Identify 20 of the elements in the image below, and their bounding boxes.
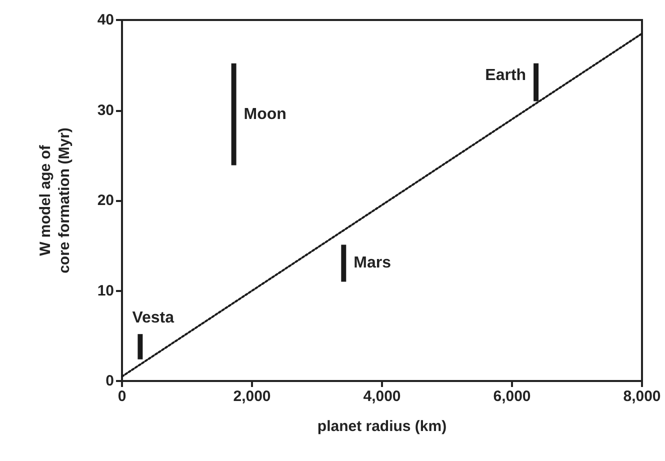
bar	[231, 63, 236, 166]
bar	[341, 244, 346, 282]
x-axis-title: planet radius (km)	[317, 418, 447, 435]
y-tick-label: 20	[97, 192, 114, 209]
y-tick-label: 30	[97, 102, 114, 119]
x-tick-label: 4,000	[363, 388, 401, 405]
annotation: Mars	[354, 254, 392, 272]
y-tick-label: 10	[97, 282, 114, 300]
y-tick-label: 40	[97, 12, 114, 28]
x-tick-label: 6,000	[493, 388, 531, 405]
annotation: Moon	[244, 106, 286, 123]
x-tick-label: 2,000	[233, 388, 271, 405]
annotation: Vesta	[132, 310, 174, 327]
bar	[534, 63, 539, 102]
x-tick-label: 0	[118, 388, 126, 405]
annotation: Earth	[485, 66, 526, 84]
x-tick-label: 8,000	[623, 388, 661, 405]
y-tick-label: 0	[106, 372, 114, 390]
bar	[138, 334, 143, 360]
y-axis-title: W model age of core formation (Myr)	[37, 128, 73, 274]
